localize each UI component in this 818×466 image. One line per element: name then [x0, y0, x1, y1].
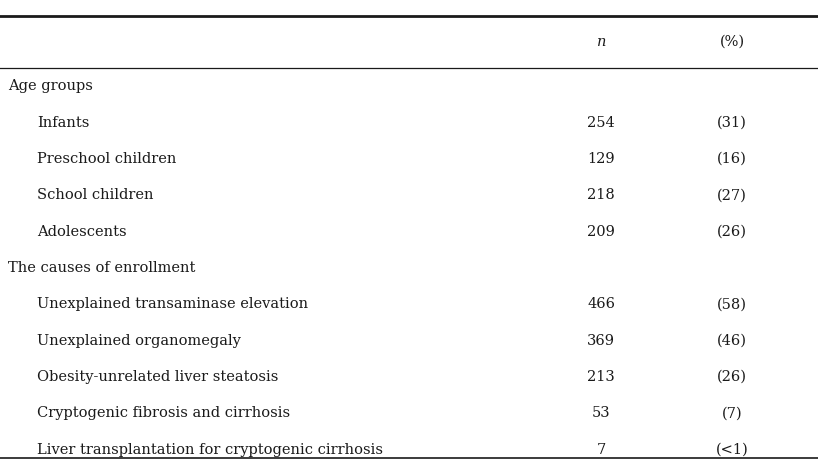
Text: (26): (26) — [717, 370, 747, 384]
Text: (26): (26) — [717, 225, 747, 239]
Text: School children: School children — [37, 188, 153, 202]
Text: (58): (58) — [717, 297, 747, 311]
Text: 213: 213 — [587, 370, 615, 384]
Text: (27): (27) — [717, 188, 747, 202]
Text: (%): (%) — [720, 35, 744, 49]
Text: Adolescents: Adolescents — [37, 225, 127, 239]
Text: (7): (7) — [721, 406, 743, 420]
Text: The causes of enrollment: The causes of enrollment — [8, 261, 196, 275]
Text: 209: 209 — [587, 225, 615, 239]
Text: 53: 53 — [592, 406, 610, 420]
Text: 466: 466 — [587, 297, 615, 311]
Text: Preschool children: Preschool children — [37, 152, 176, 166]
Text: Unexplained organomegaly: Unexplained organomegaly — [37, 334, 240, 348]
Text: Obesity-unrelated liver steatosis: Obesity-unrelated liver steatosis — [37, 370, 278, 384]
Text: 369: 369 — [587, 334, 615, 348]
Text: Unexplained transaminase elevation: Unexplained transaminase elevation — [37, 297, 308, 311]
Text: 218: 218 — [587, 188, 615, 202]
Text: 7: 7 — [596, 443, 606, 457]
Text: (46): (46) — [717, 334, 747, 348]
Text: Liver transplantation for cryptogenic cirrhosis: Liver transplantation for cryptogenic ci… — [37, 443, 383, 457]
Text: Cryptogenic fibrosis and cirrhosis: Cryptogenic fibrosis and cirrhosis — [37, 406, 290, 420]
Text: Age groups: Age groups — [8, 79, 93, 93]
Text: n: n — [596, 35, 606, 49]
Text: Infants: Infants — [37, 116, 89, 130]
Text: 129: 129 — [587, 152, 615, 166]
Text: (31): (31) — [717, 116, 747, 130]
Text: (<1): (<1) — [716, 443, 748, 457]
Text: 254: 254 — [587, 116, 615, 130]
Text: (16): (16) — [717, 152, 747, 166]
